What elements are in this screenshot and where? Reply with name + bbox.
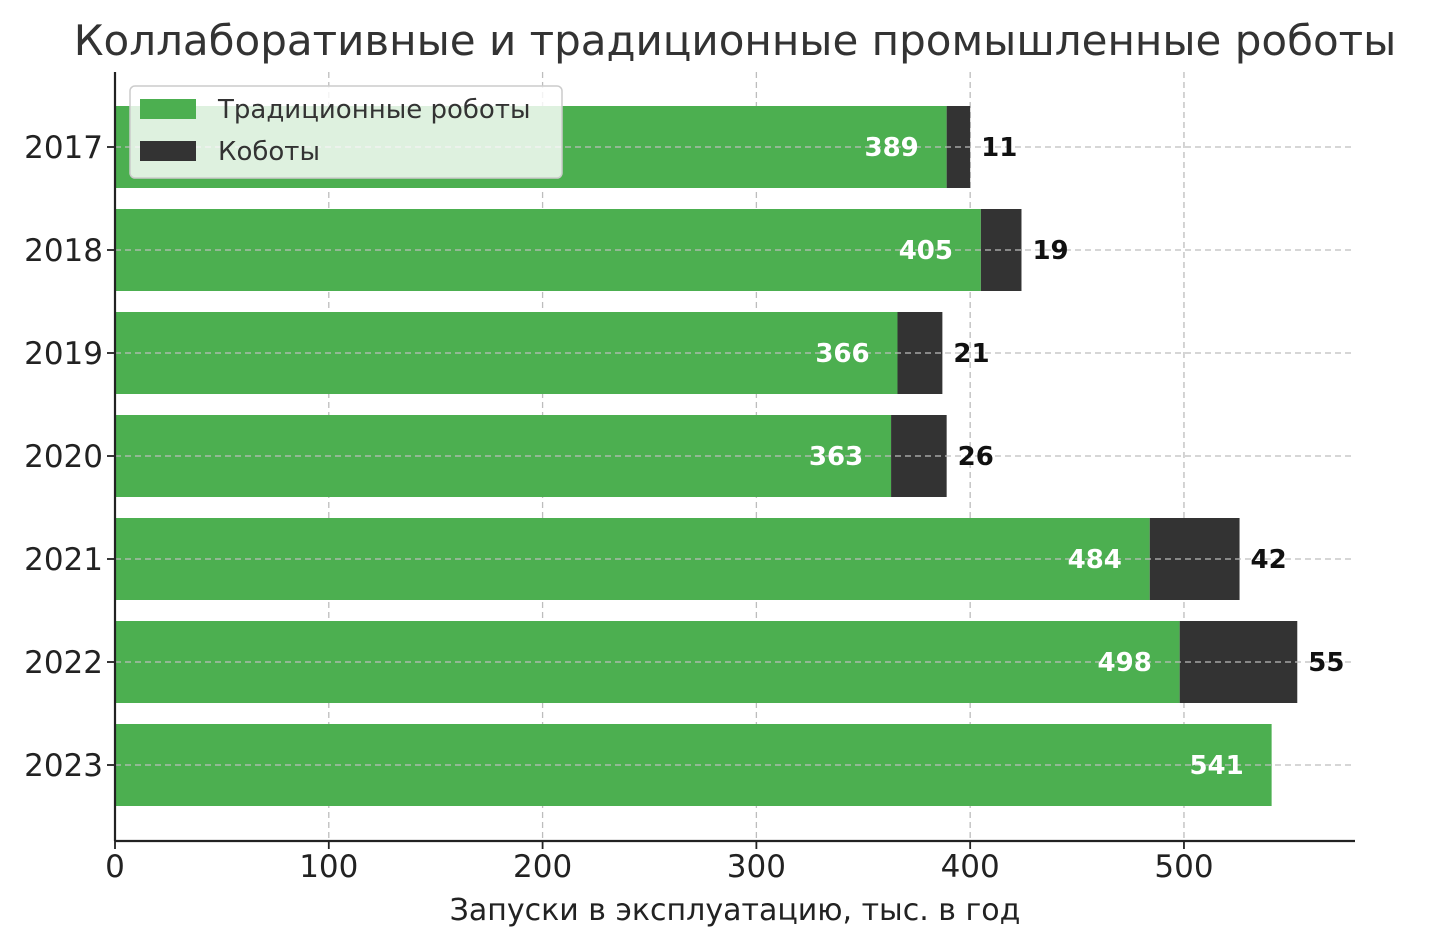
x-tick-label: 500	[1154, 849, 1213, 885]
y-tick-label: 2017	[24, 130, 103, 166]
x-tick-label: 300	[727, 849, 786, 885]
bar-cobots	[1149, 518, 1240, 600]
data-label-traditional: 498	[1098, 648, 1152, 678]
ticks: 0 100 200 300 400 500 2017 2018 2019 2020 2021 2022…	[24, 130, 1213, 885]
data-label-traditional: 366	[815, 339, 869, 369]
legend-label-cobots: Коботы	[218, 137, 320, 167]
bar-labels: 389 11 405 19 366 21 363 26 484 42 498 55 541	[809, 133, 1345, 781]
y-tick-label: 2023	[24, 748, 103, 784]
data-label-cobots: 26	[958, 442, 994, 472]
legend-box	[129, 85, 563, 179]
x-axis-label: Запуски в эксплуатацию, тыс. в год	[450, 893, 1021, 928]
data-label-traditional: 389	[865, 133, 919, 163]
data-label-traditional: 405	[899, 236, 953, 266]
y-tick-label: 2019	[24, 336, 103, 372]
legend-label-traditional: Традиционные роботы	[217, 95, 531, 125]
chart-title: Коллаборативные и традиционные промышлен…	[74, 16, 1397, 65]
y-tick-label: 2022	[24, 645, 103, 681]
y-tick-label: 2021	[24, 542, 103, 578]
legend: Традиционные роботы Коботы	[129, 85, 563, 179]
y-tick-label: 2018	[24, 233, 103, 269]
data-label-cobots: 19	[1032, 236, 1068, 266]
data-label-cobots: 42	[1251, 545, 1287, 575]
bar-traditional	[115, 415, 892, 497]
x-tick-label: 0	[105, 849, 125, 885]
data-label-traditional: 484	[1068, 545, 1122, 575]
data-label-cobots: 21	[953, 339, 989, 369]
data-label-cobots: 55	[1308, 648, 1344, 678]
y-tick-label: 2020	[24, 439, 103, 475]
legend-swatch-cobots	[140, 141, 196, 161]
x-tick-label: 100	[299, 849, 358, 885]
data-label-traditional: 541	[1189, 751, 1243, 781]
x-tick-label: 400	[941, 849, 1000, 885]
data-label-cobots: 11	[981, 133, 1017, 163]
legend-swatch-traditional	[140, 99, 196, 119]
x-tick-label: 200	[513, 849, 572, 885]
data-label-traditional: 363	[809, 442, 863, 472]
